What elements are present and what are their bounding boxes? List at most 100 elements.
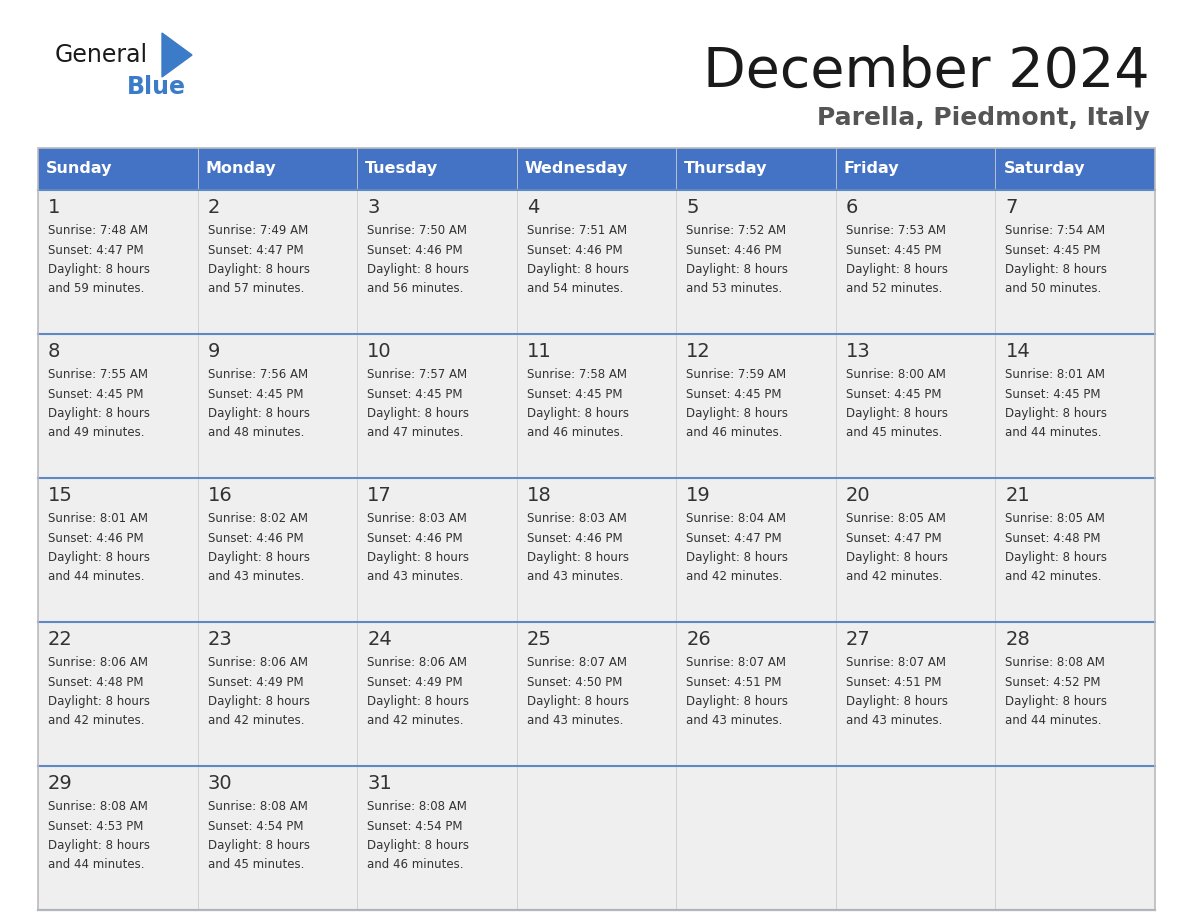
Text: 8: 8 bbox=[48, 342, 61, 361]
Text: Sunset: 4:46 PM: Sunset: 4:46 PM bbox=[367, 243, 463, 256]
Text: 7: 7 bbox=[1005, 198, 1018, 217]
Text: Daylight: 8 hours: Daylight: 8 hours bbox=[367, 263, 469, 276]
Bar bbox=[38, 478, 197, 622]
Text: Daylight: 8 hours: Daylight: 8 hours bbox=[687, 551, 789, 564]
Text: Sunrise: 8:02 AM: Sunrise: 8:02 AM bbox=[208, 512, 308, 525]
Text: Sunset: 4:49 PM: Sunset: 4:49 PM bbox=[208, 676, 303, 688]
Bar bbox=[197, 766, 358, 910]
Text: Sunset: 4:45 PM: Sunset: 4:45 PM bbox=[367, 387, 462, 400]
Bar bbox=[197, 622, 358, 766]
Text: Sunset: 4:46 PM: Sunset: 4:46 PM bbox=[367, 532, 463, 544]
Text: Sunset: 4:47 PM: Sunset: 4:47 PM bbox=[208, 243, 303, 256]
Bar bbox=[996, 622, 1155, 766]
Text: and 43 minutes.: and 43 minutes. bbox=[687, 714, 783, 727]
Text: Daylight: 8 hours: Daylight: 8 hours bbox=[1005, 263, 1107, 276]
Text: Sunrise: 8:03 AM: Sunrise: 8:03 AM bbox=[526, 512, 626, 525]
Text: and 57 minutes.: and 57 minutes. bbox=[208, 283, 304, 296]
Bar bbox=[517, 478, 676, 622]
Text: Daylight: 8 hours: Daylight: 8 hours bbox=[846, 407, 948, 420]
Text: Sunset: 4:46 PM: Sunset: 4:46 PM bbox=[526, 532, 623, 544]
Text: and 42 minutes.: and 42 minutes. bbox=[48, 714, 145, 727]
Bar bbox=[197, 334, 358, 478]
Text: Sunrise: 8:06 AM: Sunrise: 8:06 AM bbox=[367, 656, 467, 669]
Text: 18: 18 bbox=[526, 486, 551, 505]
Text: 6: 6 bbox=[846, 198, 858, 217]
Text: 10: 10 bbox=[367, 342, 392, 361]
Text: and 43 minutes.: and 43 minutes. bbox=[526, 714, 623, 727]
Text: and 45 minutes.: and 45 minutes. bbox=[846, 427, 942, 440]
Text: 1: 1 bbox=[48, 198, 61, 217]
Text: and 53 minutes.: and 53 minutes. bbox=[687, 283, 783, 296]
Text: 3: 3 bbox=[367, 198, 379, 217]
Text: Sunrise: 8:04 AM: Sunrise: 8:04 AM bbox=[687, 512, 786, 525]
Text: 12: 12 bbox=[687, 342, 712, 361]
Text: Daylight: 8 hours: Daylight: 8 hours bbox=[48, 839, 150, 852]
Text: Sunrise: 8:07 AM: Sunrise: 8:07 AM bbox=[687, 656, 786, 669]
Text: 20: 20 bbox=[846, 486, 871, 505]
Text: Daylight: 8 hours: Daylight: 8 hours bbox=[208, 695, 310, 708]
Text: and 44 minutes.: and 44 minutes. bbox=[48, 570, 145, 584]
Text: Daylight: 8 hours: Daylight: 8 hours bbox=[687, 407, 789, 420]
Text: 25: 25 bbox=[526, 630, 551, 649]
Text: Sunrise: 7:53 AM: Sunrise: 7:53 AM bbox=[846, 224, 946, 237]
Text: Sunset: 4:46 PM: Sunset: 4:46 PM bbox=[48, 532, 144, 544]
Bar bbox=[38, 766, 197, 910]
Text: Friday: Friday bbox=[843, 162, 899, 176]
Bar bbox=[996, 190, 1155, 334]
Text: Sunrise: 7:49 AM: Sunrise: 7:49 AM bbox=[208, 224, 308, 237]
Text: and 52 minutes.: and 52 minutes. bbox=[846, 283, 942, 296]
Text: Sunrise: 8:07 AM: Sunrise: 8:07 AM bbox=[846, 656, 946, 669]
Text: Daylight: 8 hours: Daylight: 8 hours bbox=[208, 551, 310, 564]
Bar bbox=[996, 478, 1155, 622]
Text: Sunset: 4:47 PM: Sunset: 4:47 PM bbox=[48, 243, 144, 256]
Text: Daylight: 8 hours: Daylight: 8 hours bbox=[687, 695, 789, 708]
Bar bbox=[836, 622, 996, 766]
Text: Daylight: 8 hours: Daylight: 8 hours bbox=[48, 551, 150, 564]
Text: Daylight: 8 hours: Daylight: 8 hours bbox=[208, 407, 310, 420]
Text: 27: 27 bbox=[846, 630, 871, 649]
Bar bbox=[996, 766, 1155, 910]
Text: Sunrise: 7:58 AM: Sunrise: 7:58 AM bbox=[526, 368, 627, 381]
Bar bbox=[358, 766, 517, 910]
Text: Sunset: 4:49 PM: Sunset: 4:49 PM bbox=[367, 676, 463, 688]
Bar bbox=[358, 622, 517, 766]
Text: and 46 minutes.: and 46 minutes. bbox=[526, 427, 624, 440]
Text: Sunrise: 7:59 AM: Sunrise: 7:59 AM bbox=[687, 368, 786, 381]
Text: Daylight: 8 hours: Daylight: 8 hours bbox=[1005, 695, 1107, 708]
Text: 11: 11 bbox=[526, 342, 551, 361]
Text: Blue: Blue bbox=[127, 75, 187, 99]
Text: Daylight: 8 hours: Daylight: 8 hours bbox=[208, 839, 310, 852]
Text: Sunset: 4:47 PM: Sunset: 4:47 PM bbox=[846, 532, 941, 544]
Text: Sunrise: 7:48 AM: Sunrise: 7:48 AM bbox=[48, 224, 148, 237]
Text: Tuesday: Tuesday bbox=[365, 162, 438, 176]
Text: Sunset: 4:51 PM: Sunset: 4:51 PM bbox=[687, 676, 782, 688]
Bar bbox=[358, 478, 517, 622]
Text: and 44 minutes.: and 44 minutes. bbox=[1005, 427, 1102, 440]
Text: Daylight: 8 hours: Daylight: 8 hours bbox=[526, 695, 628, 708]
Text: Sunset: 4:46 PM: Sunset: 4:46 PM bbox=[526, 243, 623, 256]
Text: 16: 16 bbox=[208, 486, 233, 505]
Text: 24: 24 bbox=[367, 630, 392, 649]
Bar bbox=[676, 190, 836, 334]
Text: and 50 minutes.: and 50 minutes. bbox=[1005, 283, 1101, 296]
Text: Daylight: 8 hours: Daylight: 8 hours bbox=[846, 263, 948, 276]
Text: Daylight: 8 hours: Daylight: 8 hours bbox=[1005, 551, 1107, 564]
Text: Sunrise: 8:01 AM: Sunrise: 8:01 AM bbox=[1005, 368, 1105, 381]
Text: and 44 minutes.: and 44 minutes. bbox=[48, 858, 145, 871]
Text: and 43 minutes.: and 43 minutes. bbox=[367, 570, 463, 584]
Text: and 43 minutes.: and 43 minutes. bbox=[526, 570, 623, 584]
Text: Sunrise: 8:00 AM: Sunrise: 8:00 AM bbox=[846, 368, 946, 381]
Text: 2: 2 bbox=[208, 198, 220, 217]
Bar bbox=[836, 190, 996, 334]
Bar bbox=[517, 334, 676, 478]
Text: Monday: Monday bbox=[206, 162, 276, 176]
Text: Sunset: 4:45 PM: Sunset: 4:45 PM bbox=[1005, 243, 1101, 256]
Text: Sunset: 4:45 PM: Sunset: 4:45 PM bbox=[208, 387, 303, 400]
Bar bbox=[676, 334, 836, 478]
Text: and 42 minutes.: and 42 minutes. bbox=[846, 570, 942, 584]
Bar bbox=[517, 622, 676, 766]
Bar bbox=[38, 334, 197, 478]
Text: Sunrise: 8:01 AM: Sunrise: 8:01 AM bbox=[48, 512, 148, 525]
Bar bbox=[996, 334, 1155, 478]
Text: Sunrise: 8:06 AM: Sunrise: 8:06 AM bbox=[208, 656, 308, 669]
